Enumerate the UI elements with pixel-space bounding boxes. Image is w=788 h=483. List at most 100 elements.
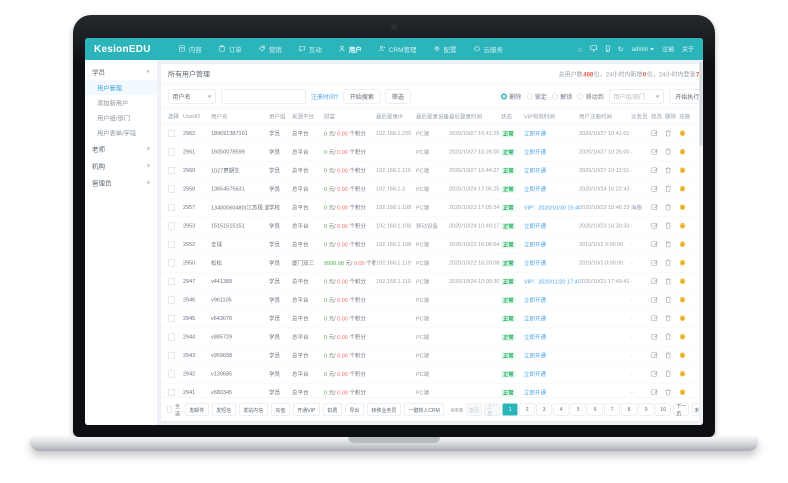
- send-message-button[interactable]: 发站内信: [238, 403, 268, 416]
- delete-icon[interactable]: [665, 259, 672, 266]
- row-checkbox[interactable]: [168, 389, 175, 396]
- edit-icon[interactable]: [651, 222, 658, 229]
- edit-icon[interactable]: [651, 129, 658, 136]
- vip-link[interactable]: 立即开通: [524, 390, 546, 396]
- delete-icon[interactable]: [665, 166, 672, 174]
- register-time-link[interactable]: 注册时间?: [311, 93, 339, 101]
- vip-link[interactable]: VIP：2020/11/20 17:49:41: [524, 279, 579, 285]
- vip-link[interactable]: 立即开通: [524, 186, 546, 193]
- sidebar-item-add-user[interactable]: 添加新用户: [85, 95, 157, 110]
- delete-icon[interactable]: [665, 333, 672, 340]
- delete-icon[interactable]: [665, 240, 672, 248]
- vip-link[interactable]: 立即开通: [524, 223, 546, 230]
- recharge-coin-icon[interactable]: ¥: [679, 351, 686, 358]
- recharge-coin-icon[interactable]: ¥: [679, 277, 686, 284]
- sidebar-group-admins[interactable]: 管理员: [85, 174, 157, 191]
- row-checkbox[interactable]: [168, 370, 175, 378]
- vip-link[interactable]: VIP：2020/10/30 15:46:23: [524, 205, 579, 211]
- delete-icon[interactable]: [665, 129, 672, 137]
- vip-link[interactable]: 立即开通: [524, 371, 546, 378]
- delete-icon[interactable]: [665, 388, 672, 396]
- vip-link[interactable]: 立即开通: [524, 131, 546, 137]
- edit-icon[interactable]: [651, 370, 658, 377]
- menu-item-cloud[interactable]: 云服务: [474, 44, 503, 54]
- logout-link[interactable]: 注销: [661, 45, 674, 53]
- vip-link[interactable]: 立即开通: [524, 149, 546, 156]
- edit-icon[interactable]: [651, 240, 658, 247]
- delete-icon[interactable]: [665, 370, 672, 377]
- sidebar-item-user-groups[interactable]: 用户组/部门: [85, 110, 157, 125]
- batch-radio-move[interactable]: 移动到: [577, 92, 604, 101]
- menu-item-crm[interactable]: CRM管理: [379, 44, 417, 54]
- recharge-coin-icon[interactable]: ¥: [679, 222, 686, 229]
- vip-link[interactable]: 立即开通: [524, 242, 546, 248]
- sidebar-item-user-forms[interactable]: 用户表单/字段: [85, 125, 157, 140]
- search-button[interactable]: 开始搜索: [343, 89, 381, 104]
- recharge-coin-icon[interactable]: ¥: [679, 370, 686, 377]
- pagination-next[interactable]: 下一页: [673, 403, 689, 417]
- recharge-coin-icon[interactable]: ¥: [679, 166, 686, 173]
- menu-item-marketing[interactable]: 营销: [259, 44, 282, 54]
- row-checkbox[interactable]: [168, 204, 175, 211]
- edit-icon[interactable]: [651, 259, 658, 266]
- delete-icon[interactable]: [665, 148, 672, 155]
- menu-item-interaction[interactable]: 互动: [299, 44, 322, 54]
- edit-icon[interactable]: [651, 203, 658, 210]
- delete-icon[interactable]: [665, 296, 672, 303]
- row-checkbox[interactable]: [168, 296, 175, 304]
- pagination-page-7[interactable]: 7: [604, 403, 620, 416]
- open-vip-button[interactable]: 开通VIP: [292, 403, 320, 416]
- admin-dropdown[interactable]: admin: [632, 46, 654, 53]
- edit-icon[interactable]: [651, 351, 658, 358]
- edit-icon[interactable]: [651, 333, 658, 340]
- pagination-prev[interactable]: 上一页: [484, 403, 500, 417]
- execute-button[interactable]: 开始执行: [668, 89, 703, 104]
- recharge-coin-icon[interactable]: ¥: [679, 129, 686, 136]
- delete-icon[interactable]: [665, 203, 672, 211]
- delete-icon[interactable]: [665, 277, 672, 285]
- vip-link[interactable]: 立即开通: [524, 316, 546, 322]
- row-checkbox[interactable]: [168, 148, 175, 156]
- batch-radio-lock[interactable]: 锁定: [526, 92, 547, 101]
- edit-icon[interactable]: [651, 314, 658, 321]
- send-email-button[interactable]: 发邮件: [184, 403, 209, 416]
- delete-icon[interactable]: [665, 314, 672, 322]
- row-checkbox[interactable]: [168, 241, 175, 248]
- pagination-page-6[interactable]: 6: [587, 403, 603, 416]
- desktop-icon[interactable]: [590, 45, 598, 53]
- import-crm-button[interactable]: 一键转入CRM: [403, 403, 445, 416]
- vip-link[interactable]: 立即开通: [524, 260, 546, 267]
- edit-icon[interactable]: [651, 296, 658, 303]
- refresh-icon[interactable]: ↻: [617, 45, 624, 53]
- pagination-page-5[interactable]: 5: [570, 403, 586, 416]
- row-checkbox[interactable]: [168, 185, 175, 193]
- search-input[interactable]: [221, 89, 306, 104]
- vip-link[interactable]: 立即开通: [524, 297, 546, 304]
- delete-icon[interactable]: [665, 351, 672, 359]
- pagination-first[interactable]: 首页: [466, 403, 482, 416]
- sidebar-group-students[interactable]: 学员: [85, 63, 157, 80]
- target-group-select[interactable]: 用户组/部门: [608, 89, 664, 104]
- vip-link[interactable]: 立即开通: [524, 334, 546, 341]
- edit-icon[interactable]: [651, 388, 658, 395]
- home-icon[interactable]: ⌂: [577, 45, 582, 53]
- filter-button[interactable]: 筛选: [385, 89, 411, 104]
- scrollbar-thumb[interactable]: [699, 61, 703, 146]
- scrollbar[interactable]: [699, 60, 703, 425]
- pagination-page-1[interactable]: 1: [502, 403, 518, 416]
- recharge-coin-icon[interactable]: ¥: [679, 185, 686, 192]
- recharge-coin-icon[interactable]: ¥: [679, 333, 686, 340]
- sidebar-group-institutions[interactable]: 机构: [85, 157, 157, 174]
- vip-link[interactable]: 立即开通: [524, 353, 546, 359]
- edit-icon[interactable]: [651, 277, 658, 284]
- transfer-agent-button[interactable]: 转移业务员: [366, 403, 401, 416]
- select-all-checkbox[interactable]: [167, 406, 173, 413]
- recharge-coin-icon[interactable]: ¥: [679, 148, 686, 155]
- pagination-page-4[interactable]: 4: [553, 403, 569, 416]
- menu-item-users[interactable]: 用户: [339, 44, 362, 54]
- recharge-button[interactable]: 充值: [270, 403, 290, 416]
- recharge-coin-icon[interactable]: ¥: [679, 388, 686, 395]
- recharge-coin-icon[interactable]: ¥: [679, 296, 686, 303]
- row-checkbox[interactable]: [168, 222, 175, 230]
- sidebar-item-user-management[interactable]: 用户管理: [85, 80, 157, 95]
